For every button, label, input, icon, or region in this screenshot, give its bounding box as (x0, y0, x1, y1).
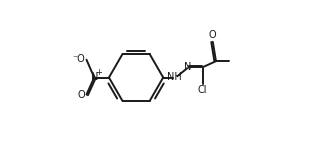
Text: +: + (95, 68, 101, 77)
Text: N: N (184, 62, 192, 72)
Text: O: O (209, 30, 217, 40)
Text: NH: NH (167, 73, 182, 82)
Text: N: N (90, 73, 98, 82)
Text: ⁻O: ⁻O (73, 54, 85, 64)
Text: O: O (78, 90, 85, 100)
Text: Cl: Cl (198, 85, 208, 95)
